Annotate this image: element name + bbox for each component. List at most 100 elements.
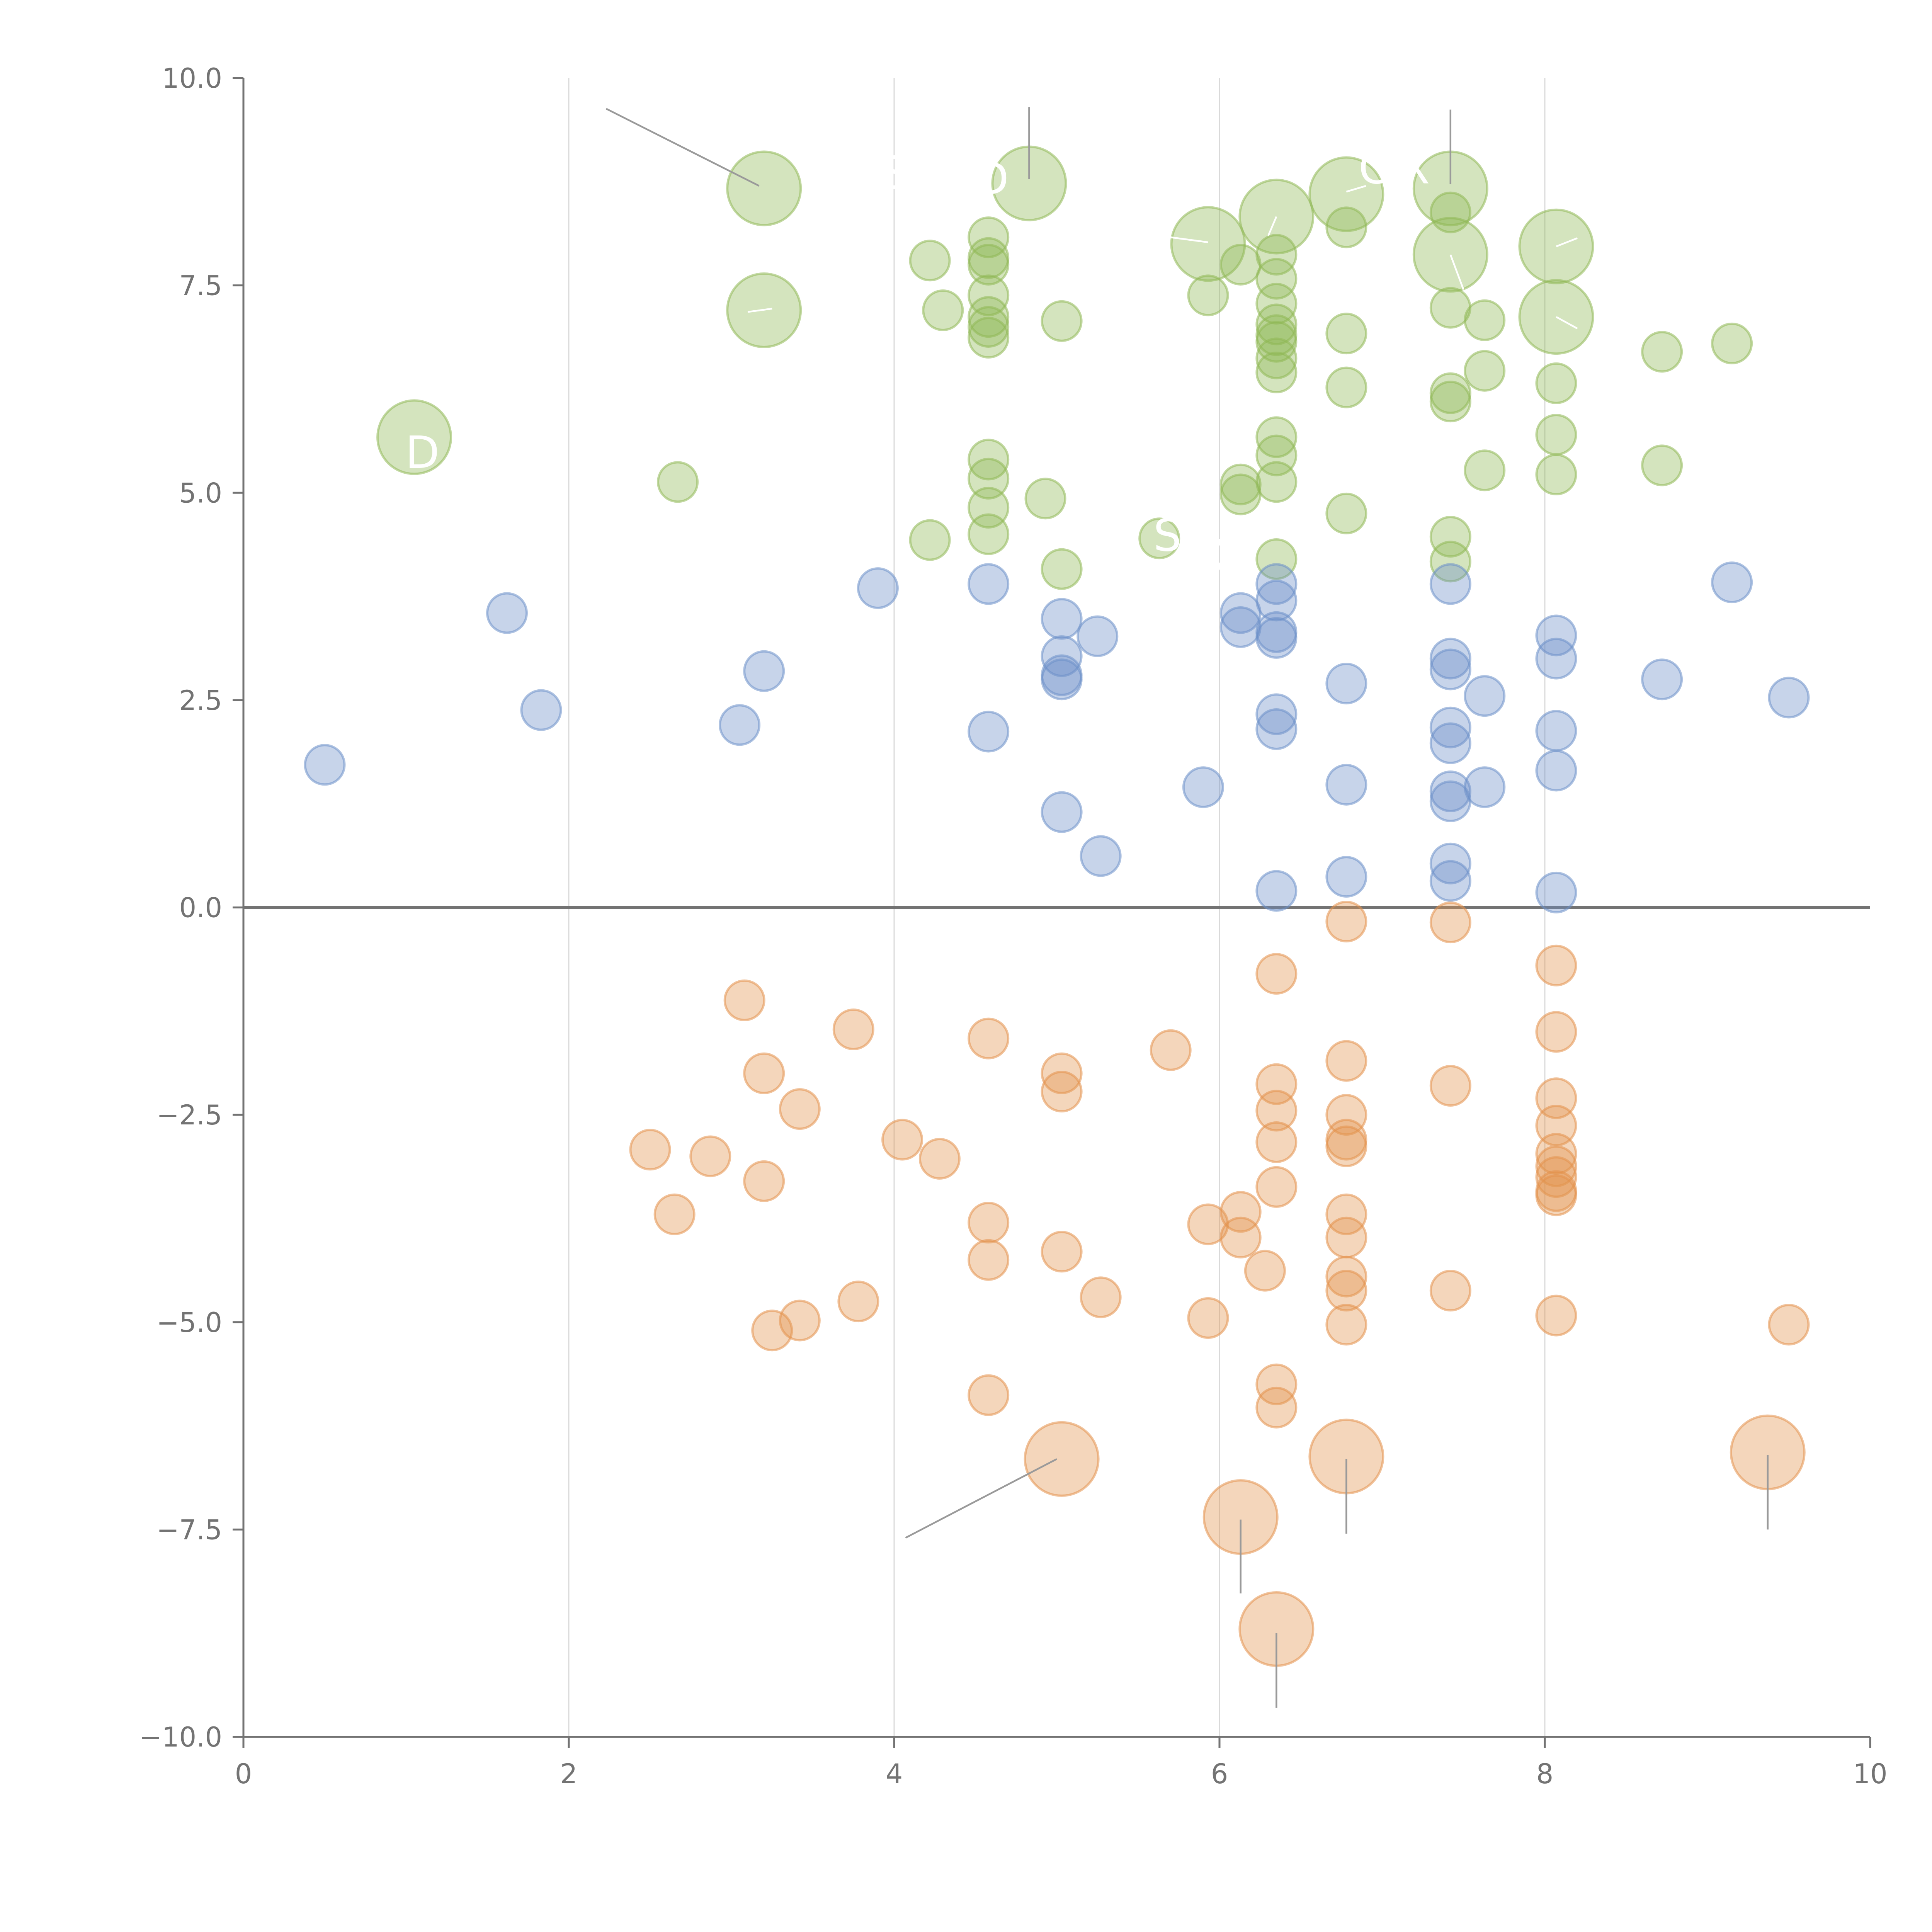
x-tick-label: 4 — [886, 1758, 903, 1790]
data-point — [1041, 1052, 1083, 1094]
annotation-leader-line — [1170, 236, 1208, 243]
data-point — [968, 1202, 1010, 1244]
data-point — [1255, 303, 1298, 345]
data-point — [1429, 516, 1471, 558]
data-point — [1244, 1250, 1286, 1292]
y-tick-label: −7.5 — [156, 1514, 222, 1546]
data-point — [1535, 1294, 1577, 1337]
y-tick-label: 10.0 — [162, 63, 222, 94]
data-point — [1429, 770, 1471, 812]
data-point — [1325, 1304, 1367, 1346]
data-point — [968, 243, 1010, 286]
y-tick-label: 5.0 — [179, 477, 222, 509]
data-point — [1325, 662, 1367, 704]
data-point — [719, 704, 761, 746]
data-point — [857, 567, 899, 609]
data-point — [1255, 538, 1298, 580]
y-tick-label: −2.5 — [156, 1099, 222, 1131]
data-point — [653, 1193, 696, 1235]
data-point — [1711, 322, 1753, 364]
annotation-leader-line — [1449, 254, 1464, 290]
data-point — [1641, 444, 1683, 486]
data-point — [1325, 1216, 1367, 1259]
data-point — [751, 1310, 793, 1352]
data-point — [1768, 677, 1810, 719]
y-tick-label: −5.0 — [156, 1307, 222, 1338]
data-point — [1255, 416, 1298, 458]
data-point — [1464, 299, 1506, 341]
data-point — [1325, 1125, 1367, 1167]
data-point — [968, 563, 1010, 605]
data-point — [743, 1160, 785, 1202]
data-point — [1041, 791, 1083, 833]
data-point — [657, 461, 699, 503]
data-point — [1429, 648, 1471, 690]
x-tick-label: 2 — [560, 1758, 578, 1790]
data-point — [1429, 381, 1471, 423]
data-point — [1429, 541, 1471, 583]
data-point — [1255, 563, 1298, 605]
data-point — [1535, 614, 1577, 656]
data-point — [1187, 1297, 1229, 1339]
data-point — [1187, 274, 1229, 316]
data-point — [832, 1009, 874, 1051]
annotation-leader-line — [1556, 316, 1578, 330]
data-point — [1255, 953, 1298, 995]
data-point — [1535, 750, 1577, 792]
data-point — [1255, 693, 1298, 735]
data-point — [1219, 243, 1262, 286]
data-point — [968, 316, 1010, 359]
data-point — [881, 1119, 923, 1161]
data-point — [1535, 638, 1577, 680]
data-point — [1077, 615, 1119, 657]
data-point — [1325, 206, 1367, 248]
data-point — [1429, 901, 1471, 944]
data-point — [1535, 944, 1577, 986]
data-point — [1325, 900, 1367, 942]
data-point — [1170, 206, 1246, 282]
data-point — [1464, 350, 1506, 392]
data-point — [1182, 766, 1224, 808]
data-point — [1325, 764, 1367, 806]
data-point — [1255, 461, 1298, 503]
data-point — [689, 1135, 731, 1177]
data-point — [1429, 191, 1471, 233]
data-point — [1464, 766, 1506, 808]
data-point — [1429, 1065, 1471, 1107]
annotation-label: X — [1400, 143, 1430, 194]
data-point — [1535, 1174, 1577, 1216]
data-point — [1641, 331, 1683, 373]
x-tick-label: 8 — [1536, 1758, 1554, 1790]
data-point — [1041, 1231, 1083, 1273]
annotation-leader-line — [605, 108, 760, 187]
data-point — [629, 1129, 671, 1171]
data-point — [1518, 279, 1594, 355]
data-point — [1024, 478, 1066, 520]
data-point — [1080, 835, 1122, 877]
data-point — [1535, 710, 1577, 752]
data-point — [1711, 561, 1753, 604]
data-point — [1187, 1203, 1229, 1245]
data-point — [1325, 1270, 1367, 1312]
data-point — [1255, 234, 1298, 276]
data-point — [726, 150, 802, 226]
data-point — [1041, 598, 1083, 640]
data-point — [743, 650, 785, 692]
data-point — [779, 1299, 821, 1342]
x-tick-label: 10 — [1853, 1758, 1887, 1790]
data-point — [1535, 1133, 1577, 1175]
data-point — [909, 519, 951, 561]
data-point — [1255, 1166, 1298, 1208]
data-point — [1535, 413, 1577, 456]
y-tick-label: 0.0 — [179, 892, 222, 924]
annotation-leader-line — [905, 1458, 1058, 1539]
data-point — [1325, 1094, 1367, 1136]
data-point — [968, 1017, 1010, 1060]
annotation-label: C — [1359, 143, 1389, 194]
annotation-label: X — [1213, 531, 1243, 582]
y-tick-label: 7.5 — [179, 270, 222, 302]
data-point — [968, 306, 1010, 348]
data-point — [1325, 1193, 1367, 1235]
annotation-leader-line — [1346, 185, 1366, 193]
